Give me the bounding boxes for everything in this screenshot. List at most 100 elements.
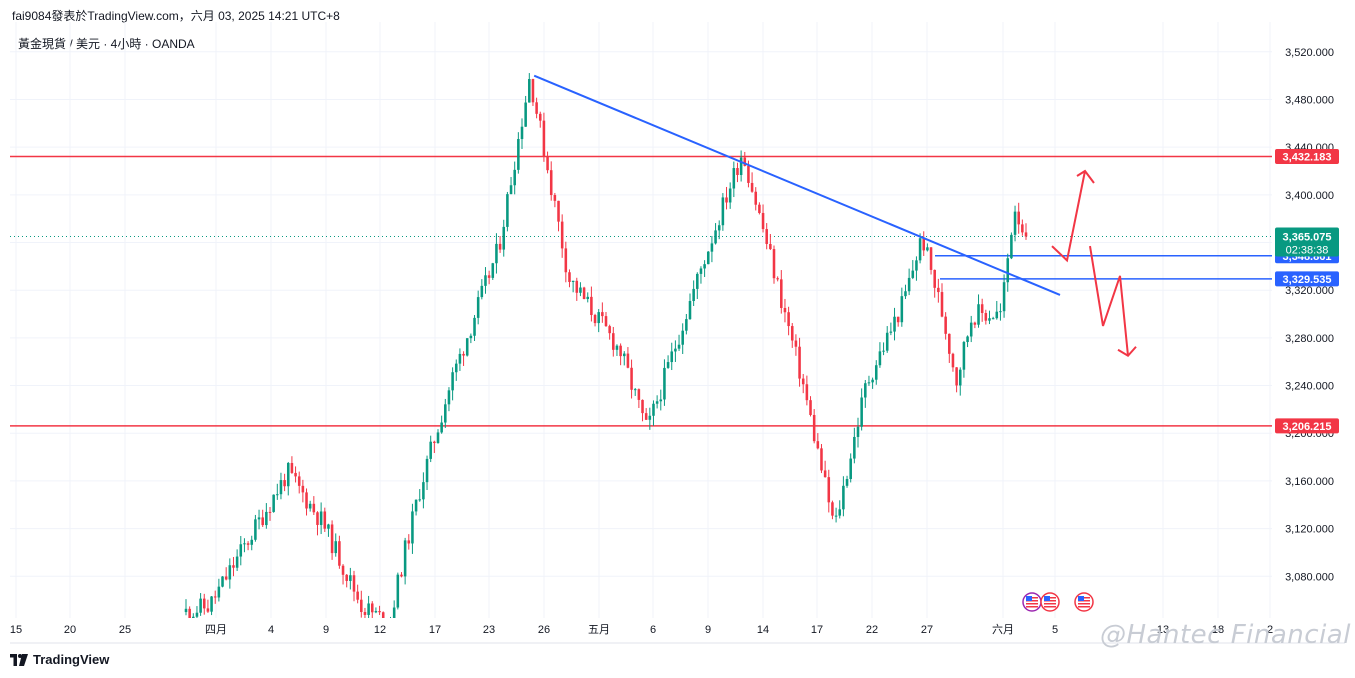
candle-body <box>480 285 484 298</box>
candle-body <box>688 301 692 320</box>
candle-body <box>265 511 268 526</box>
candle-body <box>783 307 787 313</box>
symbol-legend[interactable]: 黃金現貨 / 美元 · 4小時 · OANDA <box>18 37 195 51</box>
candle-body <box>630 367 633 390</box>
candle-body <box>491 263 495 278</box>
candle-body <box>747 165 750 183</box>
candle-body <box>644 413 648 420</box>
candle-body <box>980 304 984 314</box>
tradingview-logo[interactable]: TradingView <box>10 652 109 667</box>
candle-body <box>1017 211 1020 225</box>
us-flag-icon[interactable] <box>1040 592 1060 612</box>
candle-body <box>969 322 973 337</box>
candle-body <box>476 297 480 318</box>
time-tick-label: 12 <box>374 624 386 636</box>
current-price-countdown: 02:38:38 <box>1286 244 1329 256</box>
candle-body <box>509 185 513 195</box>
time-tick-label: 9 <box>705 624 711 636</box>
candle-body <box>349 575 352 581</box>
candle-body <box>184 608 188 613</box>
candle-body <box>586 296 590 300</box>
candle-body <box>991 318 995 320</box>
candle-body <box>780 279 783 308</box>
candle-body <box>827 477 831 503</box>
candle-body <box>1021 224 1024 233</box>
candle-body <box>842 485 845 510</box>
time-tick-label: 25 <box>119 624 131 636</box>
level-tag-bg <box>1275 148 1339 164</box>
time-tick-label: 15 <box>10 624 22 636</box>
candle-body <box>626 353 630 368</box>
candle-body <box>221 576 224 587</box>
price-tick-label: 3,480.000 <box>1285 94 1334 106</box>
candle-body <box>834 515 838 517</box>
candle-body <box>874 365 878 380</box>
breakout-tag-bg <box>1275 271 1339 287</box>
candle-body <box>1010 234 1013 259</box>
price-tick-label: 3,400.000 <box>1285 190 1334 202</box>
candle-body <box>853 436 856 459</box>
candle-body <box>772 249 776 279</box>
candle-body <box>958 369 962 386</box>
candle-body <box>517 139 520 170</box>
candle-body <box>915 260 918 271</box>
time-tick-label: 20 <box>64 624 76 636</box>
us-flag-icon[interactable] <box>1022 592 1042 612</box>
candle-body <box>451 372 454 391</box>
candle-body <box>805 384 809 401</box>
candle-body <box>699 268 703 274</box>
candle-body <box>305 492 308 509</box>
candle-body <box>495 243 498 264</box>
candle-body <box>345 574 348 581</box>
candle-body <box>703 264 706 269</box>
candle-body <box>962 342 966 370</box>
us-flag-icon[interactable] <box>1074 592 1094 612</box>
candle-body <box>633 389 637 391</box>
candle-body <box>403 540 407 577</box>
candle-body <box>677 344 681 349</box>
price-axis[interactable]: 3,520.0003,480.0003,440.0003,400.0003,36… <box>1285 47 1334 583</box>
candle-body <box>984 313 988 321</box>
time-tick-label: 18 <box>1212 624 1224 636</box>
flag-ring <box>1040 592 1060 612</box>
candle-body <box>867 382 871 384</box>
time-tick-label: 22 <box>866 624 878 636</box>
flag-canton <box>1026 596 1032 601</box>
candle-body <box>725 197 728 203</box>
candle-body <box>948 333 951 354</box>
candle-body <box>604 316 608 327</box>
candle-body <box>246 543 250 545</box>
flag-stripe <box>1026 603 1038 605</box>
time-tick-label: 六月 <box>992 623 1014 636</box>
candle-body <box>860 397 863 427</box>
candle-body <box>568 272 571 282</box>
time-axis[interactable]: 15 20 25 四月 4 9 12 17 23 26 五月 6 9 14 17 22 27 六月 5 13 18 2 <box>10 623 1345 644</box>
candle-body <box>268 511 272 513</box>
candle-body <box>425 458 429 483</box>
candle-body <box>937 287 940 293</box>
candle-body <box>977 304 980 325</box>
candle-body <box>520 126 524 140</box>
candle-body <box>290 462 294 473</box>
candle-body <box>838 509 842 516</box>
candle-body <box>973 322 977 325</box>
candle-body <box>513 169 516 186</box>
candle-body <box>327 524 330 529</box>
candle-body <box>955 367 958 386</box>
price-tick-label: 3,320.000 <box>1285 285 1334 297</box>
candles <box>184 73 1028 618</box>
downtrend-line <box>533 74 1061 296</box>
candle-body <box>641 399 644 414</box>
candle-body <box>739 157 743 175</box>
candle-body <box>911 270 915 278</box>
time-tick-label: 17 <box>811 624 823 636</box>
candle-body <box>706 251 710 265</box>
event-icons[interactable] <box>1022 592 1094 612</box>
candle-body <box>213 596 217 598</box>
candle-body <box>411 511 414 544</box>
candle-body <box>582 287 586 300</box>
time-tick-label: 13 <box>1157 624 1169 636</box>
candle-body <box>648 415 652 420</box>
candle-body <box>926 247 929 251</box>
